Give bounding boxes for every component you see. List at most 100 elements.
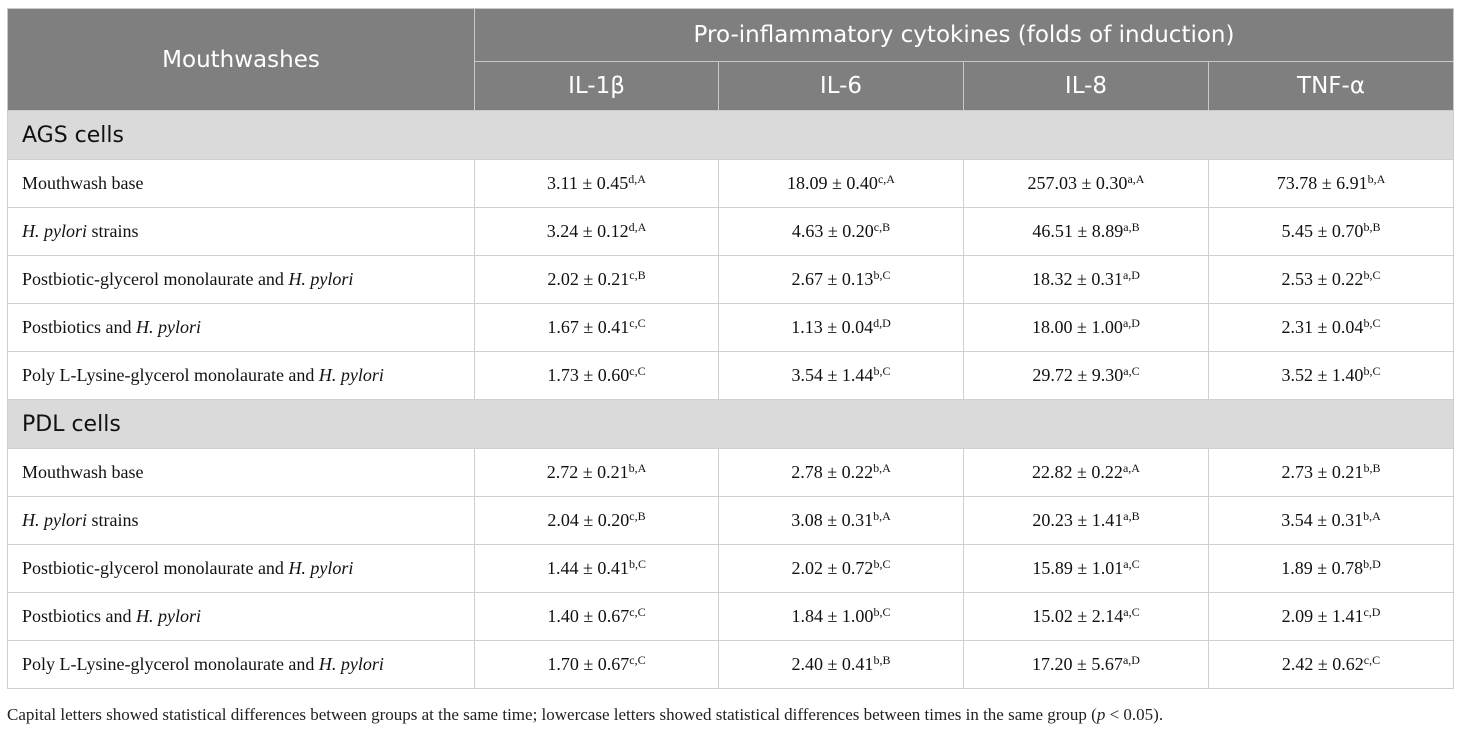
row-label-text: Mouthwash base <box>22 462 144 482</box>
column-header: TNF-α <box>1207 61 1455 111</box>
cell-superscript: b,B <box>1363 220 1381 234</box>
cell-superscript: b,D <box>1363 557 1381 571</box>
table-cell: 1.70 ± 0.67c,C <box>474 640 719 689</box>
cell-superscript: a,C <box>1123 557 1140 571</box>
table-cell: 3.24 ± 0.12d,A <box>474 207 719 256</box>
table-cell: 2.53 ± 0.22b,C <box>1207 255 1455 304</box>
cell-superscript: b,A <box>1367 172 1386 186</box>
cell-value: 3.54 ± 0.31 <box>1281 510 1364 530</box>
table-cell: 18.09 ± 0.40c,A <box>718 159 964 208</box>
cell-superscript: b,C <box>873 605 891 619</box>
cell-value: 4.63 ± 0.20 <box>791 221 874 241</box>
row-label-italic: H. pylori <box>22 510 87 530</box>
row-label: Postbiotics and H. pylori <box>7 303 475 352</box>
cell-value: 18.32 ± 0.31 <box>1032 269 1123 289</box>
header-mouthwashes: Mouthwashes <box>7 8 475 111</box>
cell-superscript: b,B <box>1363 461 1381 475</box>
section-title: PDL cells <box>6 399 1455 449</box>
row-label-suffix: strains <box>87 221 139 241</box>
cell-value: 3.24 ± 0.12 <box>546 221 629 241</box>
footnote-p: p <box>1096 705 1106 724</box>
table-cell: 2.67 ± 0.13b,C <box>718 255 964 304</box>
footnote: Capital letters showed statistical diffe… <box>7 705 1163 725</box>
row-label: Postbiotic-glycerol monolaurate and H. p… <box>7 255 475 304</box>
cell-superscript: c,D <box>1363 605 1381 619</box>
cell-value: 20.23 ± 1.41 <box>1032 510 1124 530</box>
cell-superscript: c,C <box>629 316 646 330</box>
row-label-italic: H. pylori <box>318 654 384 674</box>
cell-value: 2.09 ± 1.41 <box>1281 606 1364 626</box>
cell-superscript: b,C <box>1363 316 1381 330</box>
row-label-italic: H. pylori <box>318 365 384 385</box>
cell-superscript: b,C <box>1363 268 1381 282</box>
cell-value: 2.67 ± 0.13 <box>791 269 874 289</box>
column-header: IL-6 <box>718 61 964 111</box>
row-label: H. pylori strains <box>7 496 475 545</box>
table-cell: 3.11 ± 0.45d,A <box>474 159 719 208</box>
row-label: Poly L-Lysine-glycerol monolaurate and H… <box>7 351 475 400</box>
cell-value: 2.40 ± 0.41 <box>791 654 874 674</box>
row-label-text: Poly L-Lysine-glycerol monolaurate and <box>22 654 319 674</box>
cell-value: 18.00 ± 1.00 <box>1032 317 1123 337</box>
cell-superscript: b,C <box>628 557 646 571</box>
row-label-text: Mouthwash base <box>22 173 144 193</box>
row-label-text: Postbiotic-glycerol monolaurate and <box>22 269 289 289</box>
header-group-title: Pro-inflammatory cytokines (folds of ind… <box>473 8 1455 62</box>
row-label: Postbiotic-glycerol monolaurate and H. p… <box>7 544 475 593</box>
cell-superscript: a,B <box>1123 220 1140 234</box>
table-cell: 15.02 ± 2.14a,C <box>963 592 1209 641</box>
cell-value: 1.84 ± 1.00 <box>791 606 874 626</box>
cell-value: 17.20 ± 5.67 <box>1032 654 1123 674</box>
cell-superscript: b,C <box>873 364 891 378</box>
table-cell: 3.54 ± 0.31b,A <box>1207 496 1455 545</box>
footnote-suffix: < 0.05). <box>1105 705 1164 724</box>
cell-value: 1.73 ± 0.60 <box>547 365 630 385</box>
table-cell: 2.31 ± 0.04b,C <box>1207 303 1455 352</box>
section-row: AGS cells <box>6 110 1455 160</box>
cell-value: 15.02 ± 2.14 <box>1032 606 1124 626</box>
cell-superscript: c,C <box>629 653 646 667</box>
table-cell: 3.54 ± 1.44b,C <box>718 351 964 400</box>
cell-value: 2.04 ± 0.20 <box>547 510 630 530</box>
table-row: H. pylori strains 3.24 ± 0.12d,A 4.63 ± 0.… <box>7 207 1455 256</box>
cell-superscript: b,C <box>1363 364 1381 378</box>
cell-value: 257.03 ± 0.30 <box>1027 173 1128 193</box>
table-cell: 1.13 ± 0.04d,D <box>718 303 964 352</box>
table-row: Mouthwash base 3.11 ± 0.45d,A 18.09 ± 0.40… <box>7 159 1455 208</box>
cell-value: 3.08 ± 0.31 <box>791 510 874 530</box>
row-label: Postbiotics and H. pylori <box>7 592 475 641</box>
row-label-text: Postbiotic-glycerol monolaurate and <box>22 558 289 578</box>
cell-superscript: b,C <box>873 557 891 571</box>
cell-superscript: c,C <box>629 364 646 378</box>
row-label: Mouthwash base <box>7 448 475 497</box>
cell-superscript: b,B <box>873 653 891 667</box>
row-label-italic: H. pylori <box>136 606 202 626</box>
cell-value: 3.11 ± 0.45 <box>547 173 629 193</box>
table-cell: 4.63 ± 0.20c,B <box>718 207 964 256</box>
cell-superscript: a,C <box>1123 605 1140 619</box>
cell-value: 3.52 ± 1.40 <box>1281 365 1364 385</box>
cell-superscript: c,B <box>629 268 646 282</box>
column-header: IL-8 <box>963 61 1209 111</box>
table-row: Postbiotic-glycerol monolaurate and H. p… <box>7 255 1455 304</box>
table-cell: 15.89 ± 1.01a,C <box>963 544 1209 593</box>
table-cell: 2.42 ± 0.62c,C <box>1207 640 1455 689</box>
table-cell: 3.52 ± 1.40b,C <box>1207 351 1455 400</box>
table-row: Postbiotics and H. pylori 1.40 ± 0.67c,C 1… <box>7 592 1455 641</box>
cell-superscript: a,A <box>1122 461 1140 475</box>
cell-superscript: d,D <box>873 316 891 330</box>
cell-value: 29.72 ± 9.30 <box>1032 365 1124 385</box>
cell-value: 2.42 ± 0.62 <box>1281 654 1364 674</box>
table-cell: 46.51 ± 8.89a,B <box>963 207 1209 256</box>
cell-value: 1.13 ± 0.04 <box>791 317 874 337</box>
table-cell: 1.89 ± 0.78b,D <box>1207 544 1455 593</box>
table-cell: 1.40 ± 0.67c,C <box>474 592 719 641</box>
row-label: H. pylori strains <box>7 207 475 256</box>
row-label-italic: H. pylori <box>136 317 202 337</box>
row-label-text: Poly L-Lysine-glycerol monolaurate and <box>22 365 319 385</box>
cell-value: 1.67 ± 0.41 <box>547 317 630 337</box>
table-container: Mouthwashes Pro-inflammatory cytokines (… <box>6 8 1455 689</box>
cell-value: 46.51 ± 8.89 <box>1032 221 1124 241</box>
table-cell: 5.45 ± 0.70b,B <box>1207 207 1455 256</box>
column-header: IL-1β <box>474 61 719 111</box>
